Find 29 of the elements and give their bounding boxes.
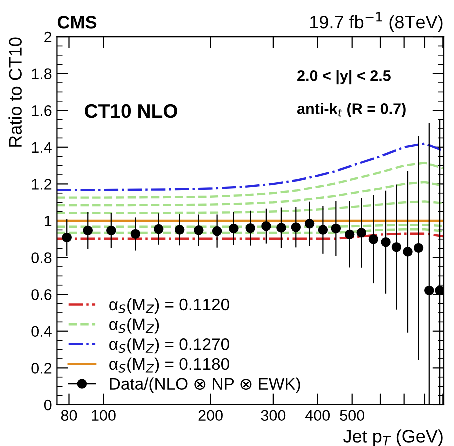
y-tick-label: 0.4 xyxy=(32,326,52,338)
x-tick-label: 400 xyxy=(305,410,330,422)
y-tick-label: 0 xyxy=(44,400,52,411)
y-tick-label: 1.4 xyxy=(32,142,52,153)
y-tick-label: 1 xyxy=(45,216,52,227)
annotation: anti-k$_{t}$ (R = 0.7) xyxy=(297,103,406,118)
legend-label: Data/(NLO ⊗ NP ⊗ EWK) xyxy=(110,378,300,394)
legend-label: α$_{S}$(M$_{Z}$) xyxy=(110,318,160,334)
legend-label: α$_{S}$(M$_{Z}$) = 0.1180 xyxy=(110,358,230,374)
y-tick-label: 2 xyxy=(44,32,52,43)
y-tick-label: 1.6 xyxy=(32,105,52,116)
y-axis-title: Ratio to CT10 xyxy=(8,38,22,147)
x-tick-label: 500 xyxy=(340,410,364,422)
y-tick-label: 1.2 xyxy=(32,179,52,190)
y-tick-label: 1.8 xyxy=(32,68,52,80)
x-tick-label: 100 xyxy=(92,410,116,422)
x-tick-label: 200 xyxy=(198,410,223,422)
annotation: 2.0 < |y| < 2.5 xyxy=(298,70,391,85)
x-tick-label: 80 xyxy=(61,410,78,422)
x-axis-title: Jet p$_{T}$ (GeV) xyxy=(344,430,443,446)
chart-subtitle: 19.7 fb$^{−1}$ (8TeV) xyxy=(310,12,443,32)
y-tick-label: 0.2 xyxy=(32,363,52,374)
legend-label: α$_{S}$(M$_{Z}$) = 0.1270 xyxy=(110,338,230,354)
annotation: CT10 NLO xyxy=(85,104,178,118)
chart-title: CMS xyxy=(58,16,97,29)
y-tick-label: 0.6 xyxy=(32,289,52,300)
x-tick-label: 300 xyxy=(261,410,286,422)
y-tick-label: 0.8 xyxy=(32,252,52,264)
legend-label: α$_{S}$(M$_{Z}$) = 0.1120 xyxy=(110,298,230,314)
